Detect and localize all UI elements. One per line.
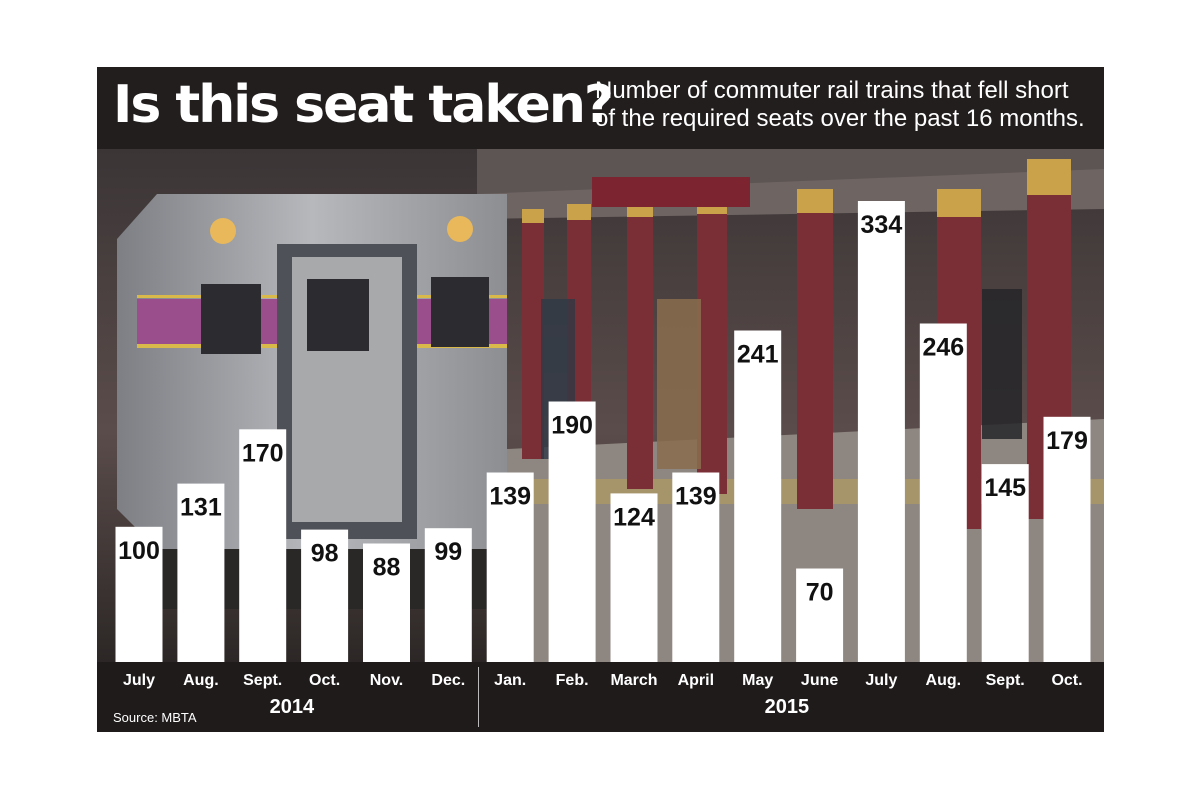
bar-14 [981, 464, 1029, 666]
bar-10 [734, 330, 782, 666]
bar-6 [486, 472, 534, 666]
x-tick-label: March [610, 672, 658, 689]
bar-9 [672, 472, 720, 666]
year-label-2015: 2015 [764, 696, 810, 718]
bar-11 [796, 568, 844, 666]
year-divider [478, 667, 479, 727]
bar-12 [857, 201, 905, 666]
chart-subtitle: Number of commuter rail trains that fell… [595, 77, 1085, 132]
bar-15 [1043, 416, 1091, 666]
x-tick-label: June [800, 672, 839, 689]
x-tick-label: Feb. [555, 672, 589, 689]
bar-13 [919, 323, 967, 666]
source-note: Source: MBTA [113, 710, 197, 725]
bar-3 [301, 529, 349, 666]
chart-footer: July Aug. Sept. Oct. Nov. Dec. Jan. Feb. March Ap… [97, 662, 1104, 732]
x-tick-label: July [122, 672, 155, 689]
bar-5 [424, 528, 472, 666]
bar-chart: 100 131 170 98 88 99 139 190 124 139 241 70 334 246 14… [115, 201, 1091, 666]
bar-4 [363, 543, 410, 666]
data-label-11: 70 [806, 579, 834, 607]
data-label-6: 139 [489, 483, 531, 511]
data-label-12: 334 [861, 211, 903, 239]
data-label-13: 246 [922, 334, 964, 362]
bar-8 [610, 493, 658, 666]
x-tick-label: July [865, 672, 898, 689]
x-tick-label: Nov. [369, 672, 404, 689]
x-tick-label: Dec. [431, 672, 466, 689]
data-label-3: 98 [311, 540, 339, 568]
year-label-2014: 2014 [269, 696, 315, 718]
data-label-8: 124 [613, 503, 655, 531]
data-label-7: 190 [551, 412, 593, 440]
x-tick-label: Sept. [985, 672, 1025, 689]
data-label-0: 100 [118, 537, 160, 565]
data-label-4: 88 [373, 554, 401, 582]
x-tick-label: Oct. [1051, 672, 1083, 689]
x-tick-label: Aug. [925, 672, 962, 689]
x-tick-label: Aug. [183, 672, 219, 689]
header: Is this seat taken? Number of commuter r… [97, 67, 1104, 149]
data-label-5: 99 [434, 538, 462, 566]
data-label-15: 179 [1046, 427, 1088, 455]
data-label-1: 131 [180, 494, 222, 522]
chart-title: Is this seat taken? [113, 75, 614, 135]
bar-1 [177, 483, 225, 666]
infographic: Is this seat taken? Number of commuter r… [97, 67, 1104, 732]
data-label-2: 170 [242, 439, 284, 467]
x-tick-label: April [677, 672, 715, 689]
data-label-9: 139 [675, 483, 717, 511]
data-label-14: 145 [984, 474, 1026, 502]
data-label-10: 241 [737, 341, 779, 369]
x-tick-label: May [742, 672, 774, 689]
x-tick-label: Sept. [243, 672, 283, 689]
bar-2 [239, 429, 287, 666]
x-tick-label: Oct. [309, 672, 341, 689]
bar-0 [115, 526, 163, 666]
x-tick-label: Jan. [494, 672, 527, 689]
bar-7 [548, 401, 596, 666]
